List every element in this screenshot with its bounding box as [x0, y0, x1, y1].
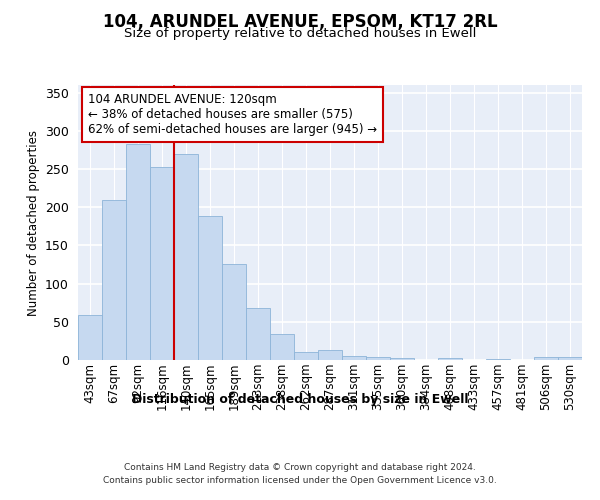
Bar — [366, 357, 390, 360]
Bar — [222, 264, 246, 360]
Bar — [294, 352, 318, 360]
Text: Contains public sector information licensed under the Open Government Licence v3: Contains public sector information licen… — [103, 476, 497, 485]
Bar — [534, 357, 558, 360]
Bar — [390, 358, 414, 360]
Text: Distribution of detached houses by size in Ewell: Distribution of detached houses by size … — [132, 392, 468, 406]
Text: 104 ARUNDEL AVENUE: 120sqm
← 38% of detached houses are smaller (575)
62% of sem: 104 ARUNDEL AVENUE: 120sqm ← 38% of deta… — [88, 93, 377, 136]
Bar — [126, 144, 150, 360]
Bar — [174, 154, 198, 360]
Bar — [150, 168, 174, 360]
Bar — [558, 357, 582, 360]
Bar — [246, 308, 270, 360]
Bar — [486, 359, 510, 360]
Bar — [438, 358, 462, 360]
Bar — [198, 216, 222, 360]
Y-axis label: Number of detached properties: Number of detached properties — [26, 130, 40, 316]
Bar — [342, 356, 366, 360]
Text: 104, ARUNDEL AVENUE, EPSOM, KT17 2RL: 104, ARUNDEL AVENUE, EPSOM, KT17 2RL — [103, 12, 497, 30]
Bar — [270, 334, 294, 360]
Bar — [318, 350, 342, 360]
Bar — [102, 200, 126, 360]
Text: Contains HM Land Registry data © Crown copyright and database right 2024.: Contains HM Land Registry data © Crown c… — [124, 462, 476, 471]
Bar — [78, 315, 102, 360]
Text: Size of property relative to detached houses in Ewell: Size of property relative to detached ho… — [124, 28, 476, 40]
